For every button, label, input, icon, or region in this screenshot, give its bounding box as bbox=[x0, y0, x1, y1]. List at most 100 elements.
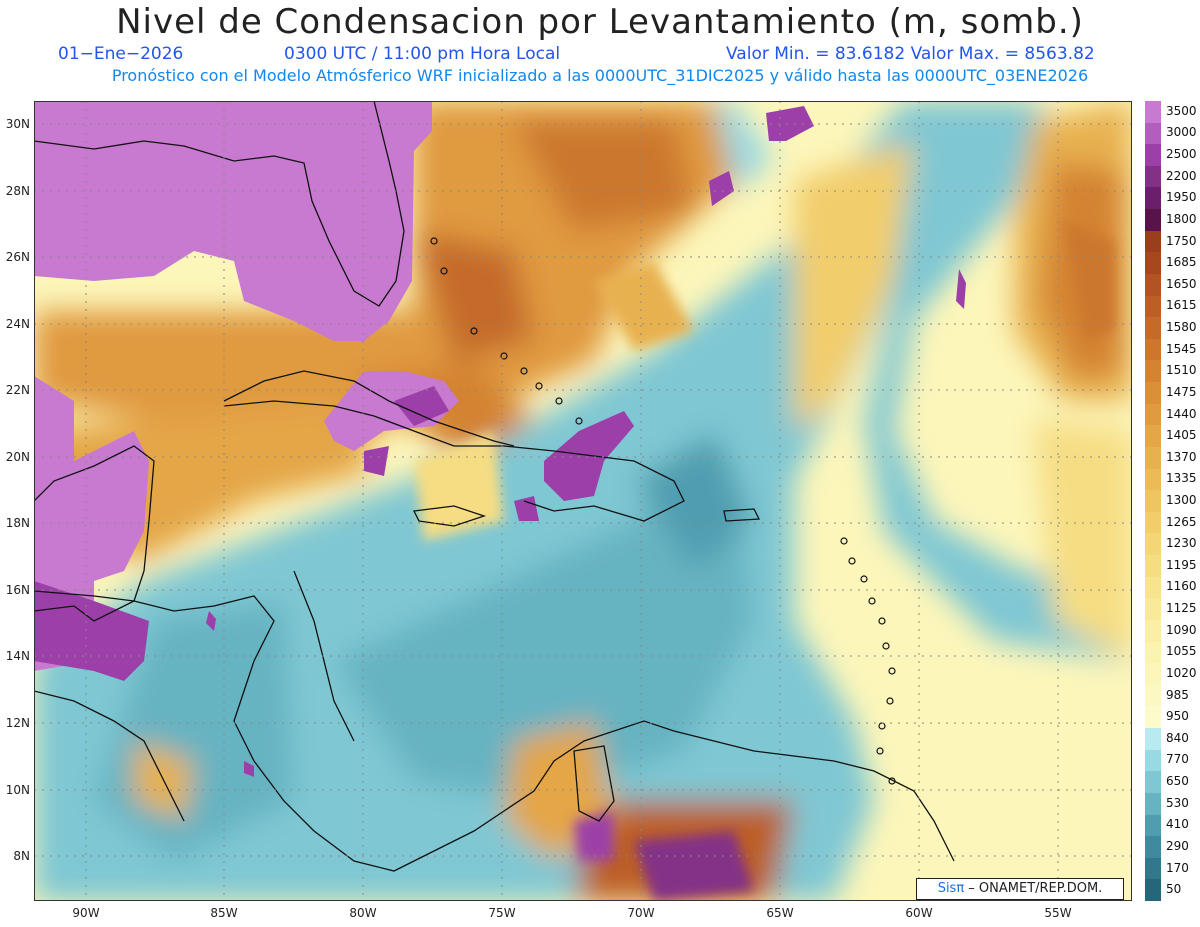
lat-label-22n: 22N bbox=[5, 383, 30, 397]
lon-label-60w: 60W bbox=[905, 906, 933, 920]
lon-label-55w: 55W bbox=[1044, 906, 1072, 920]
colorbar-swatch bbox=[1145, 771, 1161, 794]
colorbar-label: 1090 bbox=[1166, 622, 1197, 637]
colorbar-swatch bbox=[1145, 706, 1161, 729]
lon-label-80w: 80W bbox=[349, 906, 377, 920]
lon-label-65w: 65W bbox=[766, 906, 794, 920]
lat-label-20n: 20N bbox=[5, 450, 30, 464]
colorbar-label: 1405 bbox=[1166, 428, 1197, 443]
lon-label-70w: 70W bbox=[627, 906, 655, 920]
colorbar-swatch bbox=[1145, 425, 1161, 448]
colorbar-label: 840 bbox=[1166, 730, 1189, 745]
colorbar-swatch bbox=[1145, 382, 1161, 405]
colorbar-swatch bbox=[1145, 511, 1161, 534]
colorbar-label: 1300 bbox=[1166, 493, 1197, 507]
sispi-logo: Sisπ bbox=[937, 881, 965, 896]
min-max-values: Valor Min. = 83.6182 Valor Max. = 8563.8… bbox=[726, 44, 1095, 64]
colorbar-label: 1230 bbox=[1166, 536, 1197, 551]
colorbar-label: 1580 bbox=[1166, 320, 1197, 335]
colorbar-label: 650 bbox=[1166, 774, 1189, 789]
lcl-map bbox=[34, 101, 1132, 901]
colorbar-label: 2500 bbox=[1166, 147, 1197, 162]
colorbar-swatch bbox=[1145, 338, 1161, 361]
colorbar-label: 50 bbox=[1166, 882, 1182, 897]
colorbar-label: 1800 bbox=[1166, 211, 1197, 226]
colorbar-label: 1335 bbox=[1166, 471, 1197, 486]
colorbar-swatch bbox=[1145, 295, 1161, 318]
colorbar-label: 950 bbox=[1166, 709, 1189, 724]
lon-label-85w: 85W bbox=[210, 906, 238, 920]
colorbar-swatch bbox=[1145, 144, 1161, 167]
colorbar-swatch bbox=[1145, 857, 1161, 880]
colorbar-swatch bbox=[1145, 317, 1161, 340]
forecast-time: 0300 UTC / 11:00 pm Hora Local bbox=[284, 44, 561, 64]
lon-label-90w: 90W bbox=[72, 906, 100, 920]
colorbar-swatch bbox=[1145, 446, 1161, 470]
map-title: Nivel de Condensacion por Levantamiento … bbox=[116, 2, 1084, 42]
colorbar-swatch bbox=[1145, 576, 1161, 599]
lon-label-75w: 75W bbox=[488, 906, 516, 920]
colorbar-swatch bbox=[1145, 187, 1161, 210]
colorbar-label: 2200 bbox=[1166, 168, 1197, 183]
colorbar-swatch bbox=[1145, 101, 1161, 124]
credit-box: Sisπ – ONAMET/REP.DOM. bbox=[916, 878, 1124, 900]
colorbar-swatch bbox=[1145, 663, 1161, 686]
colorbar-swatch bbox=[1145, 403, 1161, 426]
colorbar-label: 1160 bbox=[1166, 579, 1197, 594]
colorbar-label: 1020 bbox=[1166, 665, 1197, 680]
colorbar-label: 290 bbox=[1166, 838, 1189, 853]
colorbar-label: 1685 bbox=[1166, 255, 1197, 270]
colorbar-label: 1055 bbox=[1166, 644, 1197, 659]
colorbar-label: 3000 bbox=[1166, 125, 1197, 140]
colorbar-label: 3500 bbox=[1166, 103, 1197, 118]
colorbar-label: 1650 bbox=[1166, 276, 1197, 291]
colorbar-swatch bbox=[1145, 165, 1161, 188]
forecast-date: 01−Ene−2026 bbox=[58, 44, 184, 64]
lat-label-16n: 16N bbox=[5, 583, 30, 597]
colorbar-label: 770 bbox=[1166, 752, 1189, 767]
colorbar-swatch bbox=[1145, 490, 1161, 513]
colorbar-label: 1265 bbox=[1166, 514, 1197, 529]
colorbar-swatch bbox=[1145, 555, 1161, 578]
credit-text: – ONAMET/REP.DOM. bbox=[964, 881, 1103, 896]
colorbar-label: 1615 bbox=[1166, 298, 1197, 313]
colorbar-label: 1475 bbox=[1166, 384, 1197, 399]
colorbar-label: 985 bbox=[1166, 687, 1189, 702]
lat-label-18n: 18N bbox=[5, 516, 30, 530]
lat-label-28n: 28N bbox=[5, 184, 30, 198]
colorbar-label: 1950 bbox=[1166, 190, 1197, 205]
colorbar-swatch bbox=[1145, 728, 1161, 751]
colorbar-swatch bbox=[1145, 836, 1161, 859]
colorbar-label: 530 bbox=[1166, 795, 1189, 810]
colorbar-label: 410 bbox=[1166, 817, 1189, 832]
colorbar-label: 1750 bbox=[1166, 233, 1197, 248]
lat-label-10n: 10N bbox=[5, 783, 30, 797]
forecast-description: Pronóstico con el Modelo Atmósferico WRF… bbox=[111, 66, 1089, 85]
colorbar-swatch bbox=[1145, 533, 1161, 556]
colorbar-label: 170 bbox=[1166, 860, 1189, 875]
colorbar-swatch bbox=[1145, 814, 1161, 837]
colorbar-swatch bbox=[1145, 641, 1161, 664]
colorbar-swatch bbox=[1145, 598, 1161, 621]
colorbar-swatch bbox=[1145, 273, 1161, 297]
lat-label-24n: 24N bbox=[5, 317, 30, 331]
colorbar-swatch bbox=[1145, 749, 1161, 772]
colorbar-label: 1195 bbox=[1166, 557, 1197, 572]
colorbar-label: 1125 bbox=[1166, 601, 1197, 616]
lat-label-8n: 8N bbox=[13, 849, 30, 863]
colorbar-swatch bbox=[1145, 792, 1161, 815]
colorbar-swatch bbox=[1145, 684, 1161, 707]
lat-label-14n: 14N bbox=[5, 649, 30, 663]
colorbar bbox=[1145, 101, 1161, 902]
lat-label-30n: 30N bbox=[5, 117, 30, 131]
colorbar-swatch bbox=[1145, 122, 1161, 145]
colorbar-label: 1440 bbox=[1166, 406, 1197, 421]
colorbar-swatch bbox=[1145, 209, 1161, 232]
colorbar-label: 1545 bbox=[1166, 341, 1197, 356]
colorbar-swatch bbox=[1145, 619, 1161, 643]
colorbar-swatch bbox=[1145, 468, 1161, 491]
colorbar-swatch bbox=[1145, 252, 1161, 275]
colorbar-swatch bbox=[1145, 230, 1161, 253]
lat-label-26n: 26N bbox=[5, 250, 30, 264]
colorbar-swatch bbox=[1145, 879, 1161, 902]
